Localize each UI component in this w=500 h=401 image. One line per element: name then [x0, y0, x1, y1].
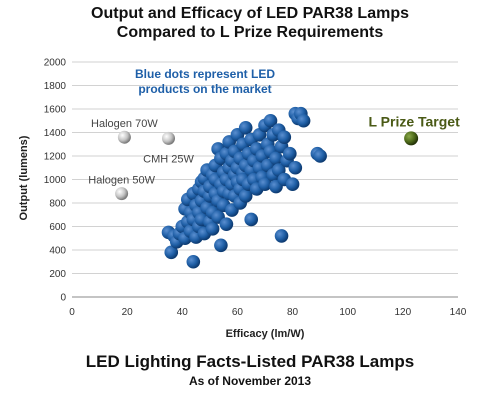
led-point: [263, 113, 278, 128]
led-point: [269, 151, 283, 166]
x-tick-label: 80: [287, 307, 299, 318]
led-point: [277, 130, 292, 144]
y-tick-label: 600: [49, 222, 66, 233]
annotation-line-1: Blue dots represent LED: [135, 67, 275, 81]
y-tick-label: 800: [49, 199, 66, 210]
y-tick-label: 200: [49, 269, 66, 280]
x-tick-labels: 0 20 40 60 80 100 120 140: [69, 307, 467, 318]
led-points: [161, 106, 327, 269]
annotation-line-2: products on the market: [138, 82, 271, 96]
reference-point: [117, 130, 131, 144]
x-tick-label: 140: [450, 307, 467, 318]
led-point: [205, 222, 220, 236]
led-point: [296, 113, 311, 128]
x-tick-label: 100: [339, 307, 356, 318]
chart-caption-date: As of November 2013: [188, 374, 312, 388]
reference-point-label: CMH 25W: [143, 153, 194, 165]
x-tick-label: 120: [395, 307, 412, 318]
chart-title: Output and Efficacy of LED PAR38 Lamps: [91, 5, 409, 22]
led-point: [258, 177, 272, 191]
x-tick-label: 60: [232, 307, 244, 318]
y-tick-labels: 0 200 400 600 800 1000 1200 1400 1600 1800 2000: [44, 58, 67, 304]
reference-point: [162, 131, 175, 145]
led-point: [283, 146, 297, 161]
led-point: [313, 149, 327, 163]
chart-caption: LED Lighting Facts-Listed PAR38 Lamps: [85, 352, 415, 371]
x-tick-label: 0: [69, 307, 75, 318]
chart-subtitle: Compared to L Prize Requirements: [116, 24, 384, 41]
reference-point-label: Halogen 70W: [91, 118, 158, 130]
led-point: [214, 238, 228, 253]
y-tick-label: 1200: [44, 152, 67, 163]
y-tick-label: 1600: [44, 105, 67, 116]
led-point: [164, 245, 179, 260]
y-tick-label: 1400: [44, 128, 67, 139]
led-point: [238, 121, 253, 135]
reference-points: Halogen 70W CMH 25W Halogen 50W: [88, 118, 194, 201]
led-point: [274, 229, 289, 243]
led-point: [219, 217, 234, 231]
target-point: [404, 131, 419, 146]
led-point: [285, 177, 300, 191]
y-tick-label: 0: [60, 293, 66, 304]
led-point: [244, 212, 259, 227]
x-tick-label: 40: [177, 307, 189, 318]
y-tick-label: 400: [49, 246, 66, 257]
reference-point: [115, 187, 129, 201]
target-point-group: L Prize Target: [368, 113, 460, 146]
led-point: [288, 160, 303, 175]
x-axis-label: Efficacy (lm/W): [226, 328, 305, 340]
target-point-label: L Prize Target: [368, 113, 460, 129]
reference-point-label: Halogen 50W: [88, 175, 155, 187]
led-point: [186, 254, 201, 269]
y-tick-label: 2000: [44, 58, 67, 69]
y-tick-label: 1800: [44, 81, 67, 92]
x-tick-label: 20: [122, 307, 134, 318]
y-axis-label: Output (lumens): [18, 135, 30, 220]
y-tick-label: 1000: [44, 175, 67, 186]
led-point: [238, 189, 253, 203]
